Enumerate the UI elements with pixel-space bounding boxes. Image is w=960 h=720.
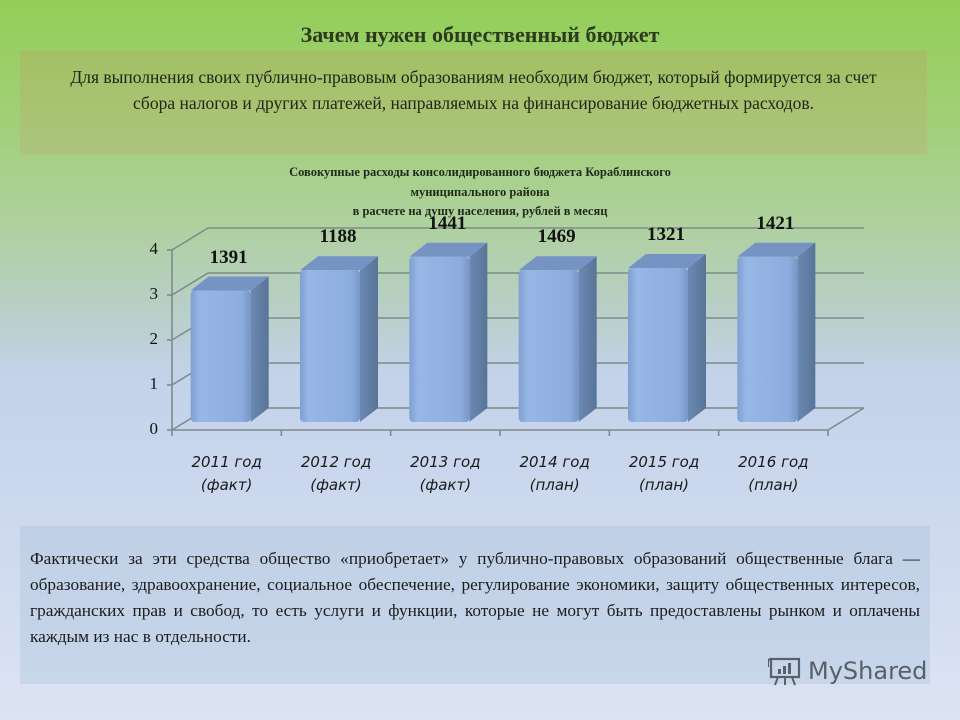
chart-title-line-3: в расчете на душу населения, рублей в ме… xyxy=(352,204,608,218)
y-tick-label: 4 xyxy=(149,239,159,258)
bar-value-label: 1188 xyxy=(319,226,357,248)
presentation-icon xyxy=(768,657,801,686)
y-tick-label: 0 xyxy=(149,419,159,438)
chart-title: Совокупные расходы консолидированного бю… xyxy=(220,163,740,222)
bar-value-label: 1469 xyxy=(537,226,576,248)
note-text: Фактически за эти средства общество «при… xyxy=(30,549,920,646)
bar xyxy=(628,254,706,422)
watermark: MyShared xyxy=(768,654,927,688)
chart-title-line-2: муниципального района xyxy=(410,184,550,199)
y-tick-label: 2 xyxy=(149,329,159,348)
chart-bars xyxy=(190,242,816,422)
x-category-label: 2016 год (план) xyxy=(738,453,809,494)
bar xyxy=(518,256,597,422)
bar xyxy=(190,276,269,422)
bar-value-label: 1391 xyxy=(209,246,248,268)
chart-title-line-1: Совокупные расходы консолидированного бю… xyxy=(289,165,671,179)
x-category-label: 2011 год (факт) xyxy=(191,453,262,494)
intro-text: Для выполнения своих публично-правовым о… xyxy=(70,67,877,113)
x-category-label: 2012 год (факт) xyxy=(300,453,372,494)
x-category-label: 2015 год (план) xyxy=(628,453,700,494)
y-tick-label: 3 xyxy=(149,284,159,303)
x-category-label: 2013 год (факт) xyxy=(410,453,481,494)
note-text-box: Фактически за эти средства общество «при… xyxy=(20,526,930,684)
bar xyxy=(409,242,488,422)
intro-text-box: Для выполнения своих публично-правовым о… xyxy=(20,50,927,155)
bar-value-label: 1321 xyxy=(647,224,685,245)
x-category-label: 2014 год (план) xyxy=(519,453,590,494)
watermark-text: MyShared xyxy=(808,657,928,685)
bar-value-label: 1441 xyxy=(428,212,467,234)
slide-title: Зачем нужен общественный бюджет xyxy=(300,22,660,47)
bar-value-label: 1421 xyxy=(756,212,795,234)
y-tick-label: 1 xyxy=(149,374,159,393)
bar xyxy=(737,242,816,422)
bar xyxy=(300,256,378,422)
